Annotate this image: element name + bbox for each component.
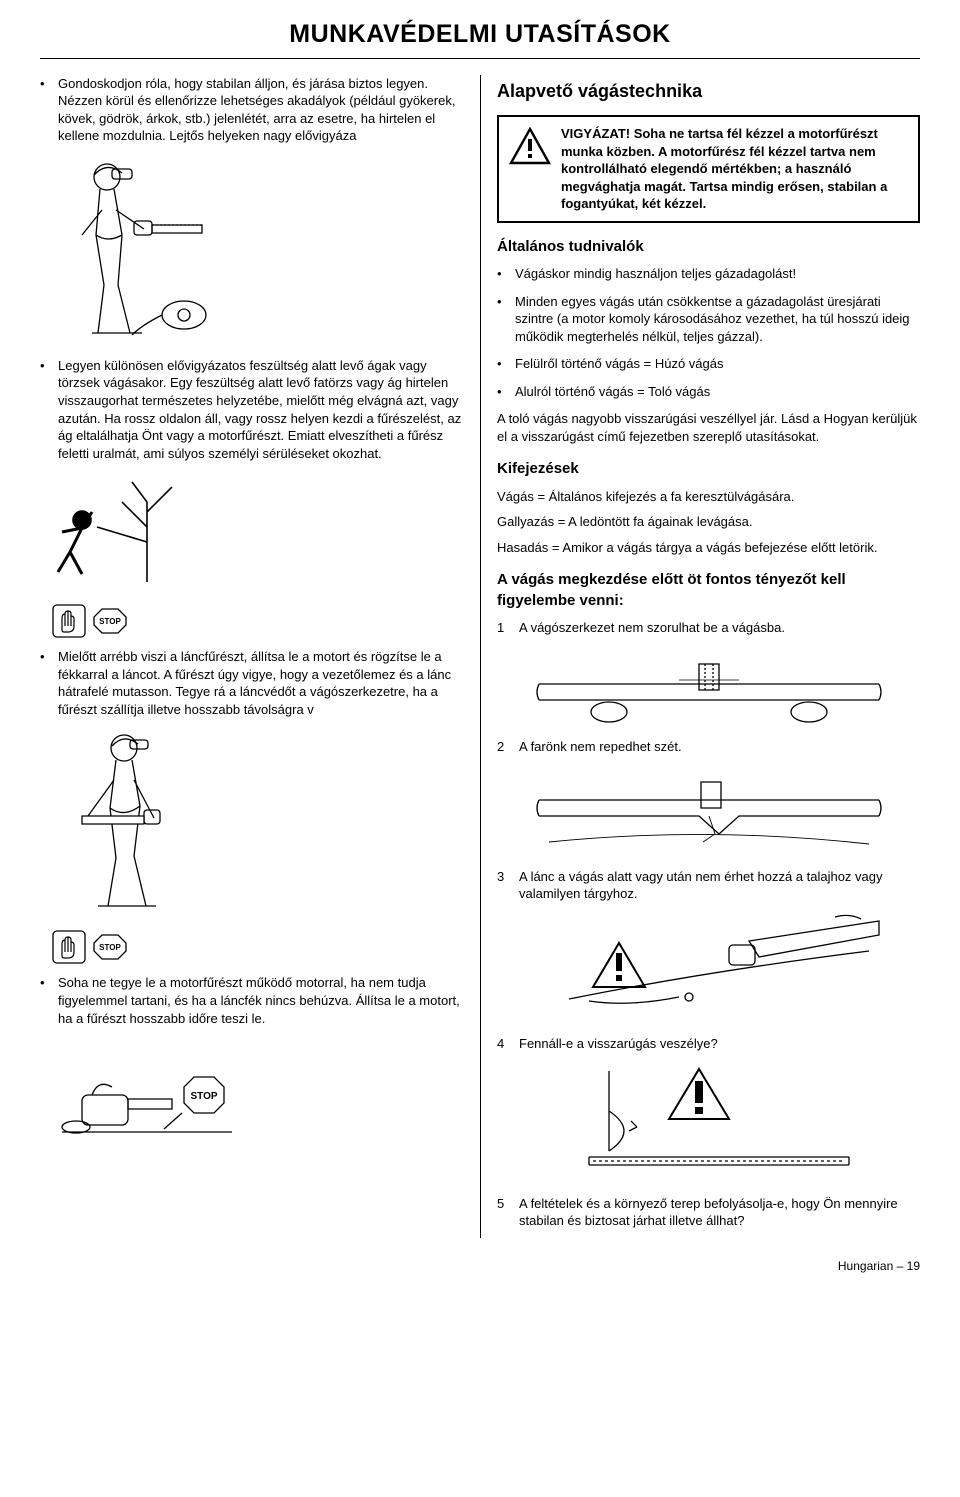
gen-bullet-1: Vágáskor mindig használjon teljes gázada… — [497, 265, 920, 283]
illustration-ground-contact — [529, 911, 889, 1021]
heading-basic-technique: Alapvető vágástechnika — [497, 79, 920, 103]
gen-bullet-4: Alulról történő vágás = Toló vágás — [497, 383, 920, 401]
right-column: Alapvető vágástechnika VIGYÁZAT! Soha ne… — [480, 75, 920, 1238]
factor-1: A vágószerkezet nem szorulhat be a vágás… — [497, 619, 920, 637]
term-2: Gallyazás = A ledöntött fa ágainak levág… — [497, 513, 920, 531]
heading-five-factors: A vágás megkezdése előtt öt fontos ténye… — [497, 570, 920, 611]
hand-icon — [52, 930, 86, 964]
heading-terms: Kifejezések — [497, 459, 920, 479]
illustration-tension-branch — [52, 472, 202, 592]
warning-text: VIGYÁZAT! Soha ne tartsa fél kézzel a mo… — [561, 125, 908, 213]
factor-4: Fennáll-e a visszarúgás veszélye? — [497, 1035, 920, 1053]
footer-dash: – — [897, 1259, 904, 1273]
page-footer: Hungarian – 19 — [40, 1258, 920, 1274]
stop-icon-row-2: STOP — [52, 930, 464, 964]
two-column-layout: Gondoskodjon róla, hogy stabilan álljon,… — [40, 75, 920, 1238]
left-column: Gondoskodjon róla, hogy stabilan álljon,… — [40, 75, 480, 1238]
gen-bullet-3: Felülről történő vágás = Húzó vágás — [497, 355, 920, 373]
svg-text:STOP: STOP — [99, 943, 121, 952]
bullet-carry: Mielőtt arrébb viszi a láncfűrészt, állí… — [40, 648, 464, 718]
stop-text: STOP — [99, 617, 121, 626]
illustration-put-down-stop: STOP — [52, 1037, 242, 1147]
illustration-kickback — [549, 1061, 869, 1181]
bullet-tension: Legyen különösen elővigyázatos feszültsé… — [40, 357, 464, 462]
svg-text:STOP: STOP — [190, 1091, 217, 1102]
warning-triangle-icon — [509, 127, 551, 165]
footer-page-number: 19 — [907, 1259, 920, 1273]
bullet-stance: Gondoskodjon róla, hogy stabilan álljon,… — [40, 75, 464, 145]
factor-3: A lánc a vágás alatt vagy után nem érhet… — [497, 868, 920, 903]
factor-5: A feltételek és a környező terep befolyá… — [497, 1195, 920, 1230]
gen-bullet-2: Minden egyes vágás után csökkentse a gáz… — [497, 293, 920, 346]
page-title: MUNKAVÉDELMI UTASÍTÁSOK — [40, 18, 920, 59]
stop-icon-row-1: STOP — [52, 604, 464, 638]
footer-language: Hungarian — [838, 1259, 893, 1273]
hand-icon — [52, 604, 86, 638]
warning-box: VIGYÁZAT! Soha ne tartsa fél kézzel a mo… — [497, 115, 920, 223]
stop-sign-icon: STOP — [92, 933, 128, 961]
factor-2: A farönk nem repedhet szét. — [497, 738, 920, 756]
heading-general: Általános tudnivalók — [497, 237, 920, 257]
illustration-carry-chainsaw — [52, 728, 212, 918]
stop-sign-icon: STOP — [92, 607, 128, 635]
gen-after-paragraph: A toló vágás nagyobb visszarúgási veszél… — [497, 410, 920, 445]
bullet-never-put-down: Soha ne tegye le a motorfűrészt működő m… — [40, 974, 464, 1027]
term-1: Vágás = Általános kifejezés a fa kereszt… — [497, 488, 920, 506]
term-3: Hasadás = Amikor a vágás tárgya a vágás … — [497, 539, 920, 557]
illustration-split — [529, 764, 889, 854]
illustration-pinch — [529, 644, 889, 724]
illustration-operator-standing — [52, 155, 212, 345]
